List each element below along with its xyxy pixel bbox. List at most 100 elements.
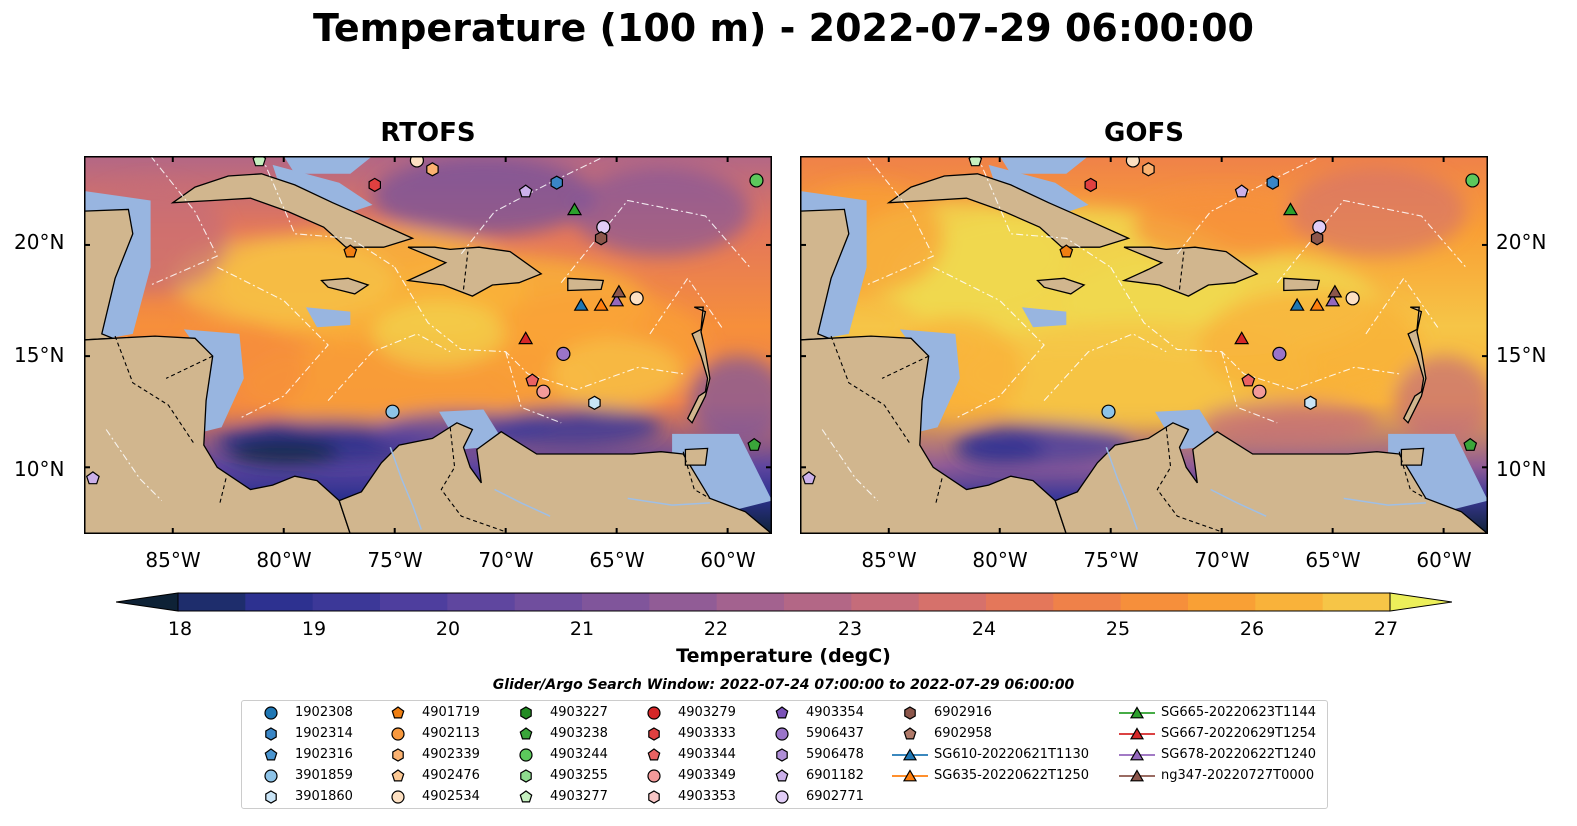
observation-marker bbox=[1310, 231, 1324, 246]
legend-label: SG665-20220623T1144 bbox=[1161, 705, 1317, 720]
observation-marker bbox=[426, 162, 439, 177]
observation-marker bbox=[1234, 331, 1250, 345]
observation-marker bbox=[747, 437, 762, 451]
legend-marker bbox=[1129, 748, 1145, 761]
eez-boundary bbox=[976, 156, 1112, 268]
pentagon-marker-icon bbox=[391, 706, 405, 719]
land-hispaniola bbox=[1121, 246, 1259, 297]
legend-marker bbox=[1129, 706, 1145, 719]
eez-boundary bbox=[1365, 277, 1440, 335]
map-panel-gofs bbox=[800, 156, 1488, 534]
legend-label: 5906478 bbox=[806, 747, 864, 762]
eez-boundary bbox=[527, 366, 684, 391]
panel-title-rtofs: RTOFS bbox=[380, 118, 476, 148]
legend-marker bbox=[391, 790, 405, 804]
observation-marker bbox=[252, 156, 267, 167]
legend-marker bbox=[392, 748, 404, 762]
triangle-marker-icon bbox=[1119, 748, 1155, 761]
eez-boundary bbox=[327, 333, 451, 401]
legend-label: 1902308 bbox=[295, 705, 353, 720]
country-border bbox=[165, 355, 213, 379]
lon-tick-label: 75°W bbox=[1083, 548, 1139, 572]
land-south-america bbox=[1054, 422, 1488, 534]
legend-marker bbox=[903, 727, 917, 740]
circle-marker-icon bbox=[391, 727, 405, 741]
eez-boundary bbox=[216, 266, 329, 419]
colorbar-segment bbox=[784, 593, 852, 611]
hexagon-marker-icon bbox=[648, 790, 660, 804]
legend-label: 4903227 bbox=[550, 705, 608, 720]
shallow-shelf bbox=[999, 156, 1089, 174]
observation-legend: 1902308 1902314 1902316 3901859 3901860 49017… bbox=[241, 700, 1328, 809]
hexagon-marker-icon bbox=[392, 748, 404, 762]
colorbar-segment bbox=[582, 593, 650, 611]
eez-boundary bbox=[932, 266, 1045, 419]
shallow-shelf bbox=[272, 164, 373, 216]
triangle-marker-icon bbox=[1119, 769, 1155, 782]
observation-marker bbox=[1266, 175, 1279, 190]
legend-label: 4902339 bbox=[422, 747, 480, 762]
colorbar-tick-label: 20 bbox=[435, 618, 461, 640]
legend-marker bbox=[264, 769, 278, 783]
observation-marker bbox=[85, 471, 100, 485]
eez-boundary bbox=[649, 277, 724, 335]
colorbar-segment bbox=[245, 593, 314, 611]
lat-tick-label-left: 15°N bbox=[14, 343, 65, 367]
pentagon-marker-icon bbox=[519, 727, 533, 740]
legend-label: 6902916 bbox=[934, 705, 992, 720]
map-frame bbox=[800, 156, 1488, 534]
river-line bbox=[494, 488, 551, 517]
observation-marker bbox=[611, 284, 627, 298]
eez-boundary bbox=[560, 199, 751, 284]
legend-marker bbox=[265, 727, 277, 741]
lon-tick-label: 60°W bbox=[700, 548, 756, 572]
observation-marker bbox=[1084, 177, 1097, 193]
eez-boundary bbox=[1110, 266, 1245, 375]
observation-marker bbox=[1142, 162, 1155, 177]
river-line bbox=[627, 497, 710, 506]
colorbar-tick-label: 24 bbox=[971, 618, 997, 640]
lat-tick-label-right: 15°N bbox=[1496, 343, 1547, 367]
colorbar-segment bbox=[1053, 593, 1122, 611]
colorbar-tick-label: 21 bbox=[569, 618, 595, 640]
circle-marker-icon bbox=[264, 706, 278, 720]
circle-marker-icon bbox=[775, 790, 789, 804]
pentagon-marker-icon bbox=[391, 769, 405, 782]
colorbar-tick-label: 25 bbox=[1105, 618, 1131, 640]
legend-label: 4903333 bbox=[678, 726, 736, 741]
legend-label: 4902534 bbox=[422, 789, 480, 804]
lon-tick-label: 80°W bbox=[256, 548, 312, 572]
legend-marker bbox=[648, 727, 660, 741]
country-border bbox=[682, 451, 711, 499]
observation-marker bbox=[525, 373, 540, 387]
country-border bbox=[1156, 427, 1222, 533]
legend-label: 4903238 bbox=[550, 726, 608, 741]
legend-label: SG678-20220622T1240 bbox=[1161, 747, 1317, 762]
colorbar-extend-max bbox=[1389, 592, 1452, 612]
hexagon-marker-icon bbox=[265, 790, 277, 804]
observation-marker bbox=[1325, 293, 1341, 307]
land-hispaniola bbox=[405, 246, 543, 297]
legend-label: 4902476 bbox=[422, 768, 480, 783]
lon-tick-label: 85°W bbox=[861, 548, 917, 572]
legend-marker bbox=[391, 769, 405, 782]
lon-tick-label: 70°W bbox=[1194, 548, 1250, 572]
legend-label: 4902113 bbox=[422, 726, 480, 741]
legend-marker bbox=[519, 748, 533, 762]
legend-label: 4903277 bbox=[550, 789, 608, 804]
colorbar-label: Temperature (degC) bbox=[676, 645, 891, 667]
observation-marker bbox=[594, 231, 608, 246]
hexagon-marker-icon bbox=[904, 706, 916, 720]
figure-title: Temperature (100 m) - 2022-07-29 06:00:0… bbox=[312, 6, 1254, 50]
observation-marker bbox=[801, 471, 816, 485]
eez-boundary bbox=[394, 266, 529, 375]
circle-marker-icon bbox=[647, 706, 661, 720]
shallow-shelf bbox=[1021, 307, 1067, 328]
observation-marker bbox=[1059, 244, 1074, 258]
legend-marker bbox=[519, 790, 533, 803]
legend-label: 5906437 bbox=[806, 726, 864, 741]
legend-label: 6902771 bbox=[806, 789, 864, 804]
legend-marker bbox=[776, 748, 788, 762]
legend-label: 1902314 bbox=[295, 726, 353, 741]
lon-tick-label: 80°W bbox=[972, 548, 1028, 572]
